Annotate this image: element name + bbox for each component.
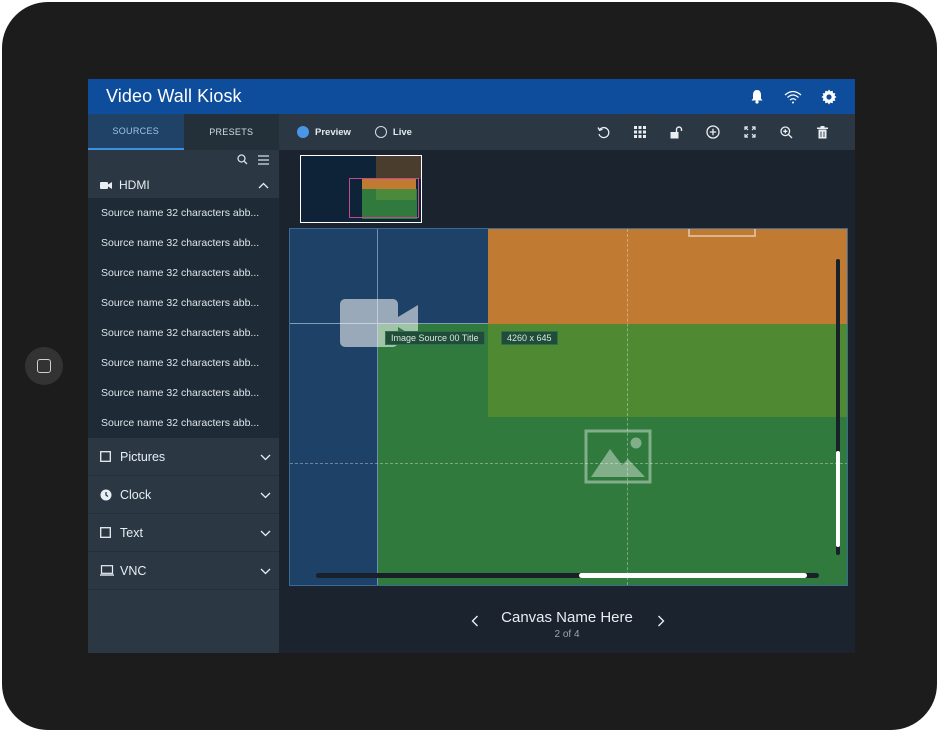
search-icon[interactable] (237, 152, 248, 170)
preview-label: Preview (315, 126, 351, 138)
wifi-icon[interactable] (775, 79, 811, 114)
sidebar-tools (88, 150, 279, 172)
list-item[interactable]: Source name 32 characters abb... (101, 297, 260, 309)
zoom-in-icon[interactable] (768, 114, 805, 150)
clock-icon (100, 489, 114, 501)
grid-icon[interactable] (622, 114, 659, 150)
blue-source-block[interactable] (290, 229, 378, 585)
image-placeholder-icon (584, 429, 652, 489)
list-item[interactable]: Source name 32 characters abb... (101, 387, 260, 399)
minimap-viewport[interactable] (349, 178, 419, 218)
home-square-icon (37, 359, 51, 373)
pictures-group-header[interactable]: Pictures (88, 438, 279, 476)
menu-icon[interactable] (258, 152, 269, 170)
chevron-down-icon[interactable] (260, 526, 271, 540)
sidebar: SOURCES PRESETS HDMI (88, 114, 279, 653)
chevron-up-icon[interactable] (258, 178, 269, 192)
title-bar: Video Wall Kiosk (88, 79, 855, 114)
text-group-label: Text (120, 525, 143, 540)
canvas-page-indicator: 2 of 4 (554, 629, 580, 640)
app-screen: Video Wall Kiosk SOURCES PRESETS (88, 79, 855, 653)
video-camera-icon (340, 299, 418, 352)
radio-unselected-icon (374, 126, 387, 138)
orange-source-frame-icon (688, 229, 756, 237)
horizontal-scroll-track[interactable] (316, 573, 819, 578)
grid-line (377, 229, 378, 585)
horizontal-scrollbar-thumb[interactable] (579, 573, 807, 578)
home-button[interactable] (25, 347, 63, 385)
trash-icon[interactable] (805, 114, 842, 150)
app-title: Video Wall Kiosk (106, 86, 242, 106)
video-wall-canvas[interactable]: Image Source 00 Title 4260 x 645 (289, 228, 848, 586)
canvas-toolbar: Preview Live (279, 114, 855, 150)
list-item[interactable]: Source name 32 characters abb... (101, 237, 260, 249)
list-item[interactable]: Source name 32 characters abb... (101, 207, 260, 219)
sidebar-tabs: SOURCES PRESETS (88, 114, 279, 150)
list-item[interactable]: Source name 32 characters abb... (101, 327, 260, 339)
chevron-down-icon[interactable] (260, 564, 271, 578)
grid-line (627, 229, 628, 585)
list-item[interactable]: Source name 32 characters abb... (101, 267, 260, 279)
grid-line (290, 463, 847, 464)
toolbar-icons (586, 114, 842, 150)
chevron-left-icon[interactable] (465, 611, 485, 631)
minimap-orange-block (362, 179, 416, 189)
vertical-scrollbar-thumb[interactable] (836, 451, 840, 547)
add-circle-icon[interactable] (695, 114, 732, 150)
chevron-down-icon[interactable] (260, 488, 271, 502)
radio-selected-icon (297, 126, 309, 138)
hdmi-source-list: Source name 32 characters abb... Source … (88, 198, 279, 438)
source-resolution-tag: 4260 x 645 (501, 331, 558, 345)
monitor-icon (100, 565, 114, 576)
chevron-down-icon[interactable] (260, 450, 271, 464)
chevron-right-icon[interactable] (651, 611, 671, 631)
undo-icon[interactable] (586, 114, 623, 150)
bell-icon[interactable] (739, 79, 775, 114)
list-item[interactable]: Source name 32 characters abb... (101, 417, 260, 429)
video-camera-icon (100, 181, 114, 190)
tab-sources[interactable]: SOURCES (88, 114, 184, 150)
square-icon (100, 451, 114, 462)
vnc-group-label: VNC (120, 563, 147, 578)
canvas-minimap[interactable] (300, 155, 422, 223)
clock-group-header[interactable]: Clock (88, 476, 279, 514)
square-icon (100, 527, 114, 538)
vertical-scroll-track[interactable] (836, 259, 840, 555)
pictures-group-label: Pictures (120, 449, 166, 464)
clock-group-label: Clock (120, 487, 152, 502)
canvas-name: Canvas Name Here (501, 609, 633, 626)
live-label: Live (392, 126, 412, 138)
tab-presets[interactable]: PRESETS (209, 127, 254, 137)
preview-radio[interactable]: Preview (297, 126, 351, 138)
minimap-brown-block (376, 156, 421, 179)
fit-screen-icon[interactable] (732, 114, 769, 150)
live-radio[interactable]: Live (374, 126, 412, 138)
minimap-lightgreen-block (376, 189, 416, 200)
canvas-footer: Canvas Name Here 2 of 4 (279, 599, 855, 653)
vnc-group-header[interactable]: VNC (88, 552, 279, 590)
unlock-icon[interactable] (659, 114, 696, 150)
list-item[interactable]: Source name 32 characters abb... (101, 357, 260, 369)
hdmi-group-header[interactable]: HDMI (88, 172, 279, 198)
source-title-tag: Image Source 00 Title (385, 331, 485, 345)
gear-icon[interactable] (811, 79, 847, 114)
hdmi-group-label: HDMI (119, 178, 150, 192)
text-group-header[interactable]: Text (88, 514, 279, 552)
